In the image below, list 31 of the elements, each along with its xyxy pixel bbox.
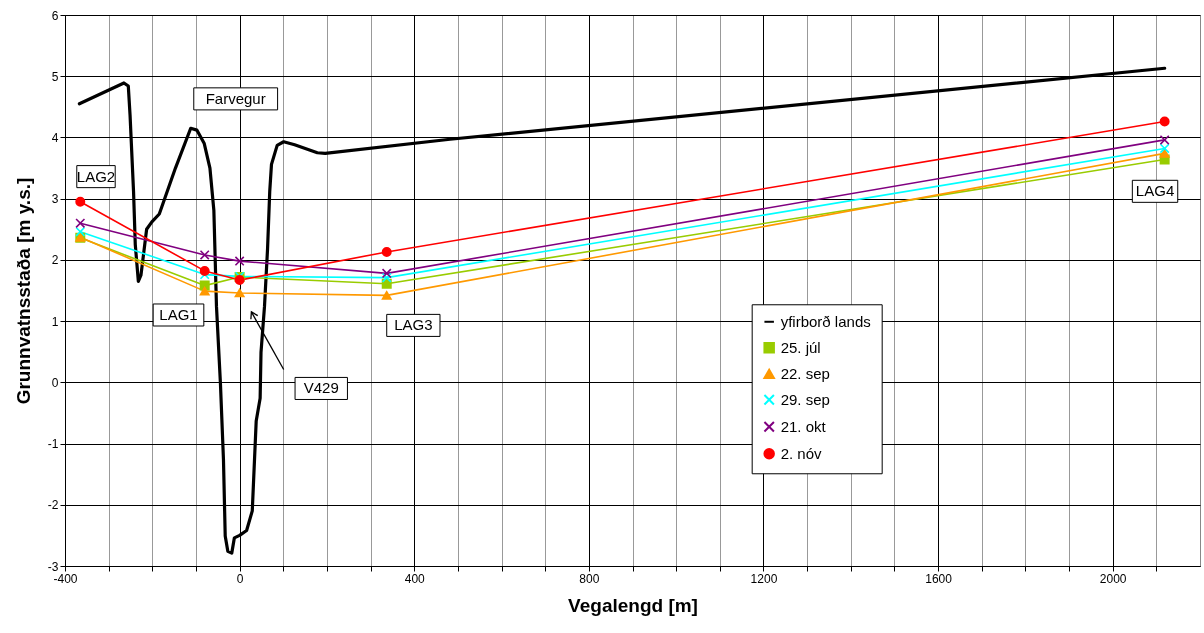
y-tick-label: -2 xyxy=(47,498,59,513)
legend-label: 21. okt xyxy=(780,417,827,435)
x-tick-label: -400 xyxy=(53,571,78,586)
annotation: LAG2 xyxy=(76,167,116,185)
y-tick-label: 6 xyxy=(51,8,59,23)
y-axis-title: Grunnvatnsstaða [m y.s.] xyxy=(12,177,34,405)
legend-label: 22. sep xyxy=(780,364,830,382)
legend-label: yfirborð lands xyxy=(780,312,871,330)
y-tick-label: 0 xyxy=(51,375,59,390)
legend-label: 25. júl xyxy=(780,338,821,356)
y-tick-label: 5 xyxy=(51,69,59,84)
x-tick-label: 1200 xyxy=(750,571,778,586)
annotation: LAG4 xyxy=(1135,182,1175,200)
annotation: V429 xyxy=(303,379,339,397)
x-tick-label: 0 xyxy=(236,571,244,586)
y-tick-label: 3 xyxy=(51,192,59,207)
x-tick-label: 2000 xyxy=(1099,571,1127,586)
legend-label: 29. sep xyxy=(780,390,830,408)
x-tick-label: 1600 xyxy=(925,571,953,586)
annotation: Farvegur xyxy=(205,89,266,107)
legend-label: 2. nóv xyxy=(780,444,823,462)
x-tick-label: 800 xyxy=(579,571,600,586)
y-tick-label: 1 xyxy=(51,314,59,329)
annotation: LAG3 xyxy=(394,316,433,334)
x-axis-title: Vegalengd [m] xyxy=(568,594,698,616)
y-tick-label: 4 xyxy=(51,130,59,145)
y-tick-label: -3 xyxy=(47,559,59,574)
annotation: LAG1 xyxy=(159,305,198,323)
y-tick-label: 2 xyxy=(51,253,59,268)
x-tick-label: 400 xyxy=(404,571,426,586)
y-tick-label: -1 xyxy=(47,437,59,452)
